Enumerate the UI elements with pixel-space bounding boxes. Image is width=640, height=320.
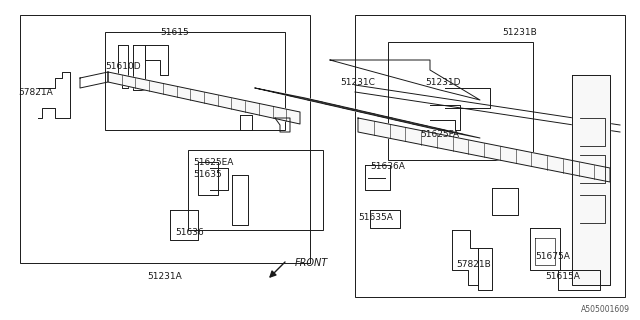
Polygon shape: [255, 88, 480, 138]
Text: 57821B: 57821B: [456, 260, 491, 269]
Bar: [388, 42, 533, 160]
Text: 51231A: 51231A: [148, 272, 182, 281]
Bar: [105, 32, 285, 130]
Text: 51615: 51615: [161, 28, 189, 37]
Text: 51615A: 51615A: [545, 272, 580, 281]
Text: 51231D: 51231D: [425, 78, 461, 87]
Text: 51635: 51635: [193, 170, 221, 179]
Text: 51625EA: 51625EA: [193, 158, 234, 167]
Text: 51636: 51636: [175, 228, 204, 237]
Bar: [188, 150, 323, 230]
Bar: [20, 15, 310, 263]
Text: A505001609: A505001609: [581, 305, 630, 314]
Polygon shape: [358, 118, 610, 182]
Bar: [355, 15, 625, 297]
Text: 51635A: 51635A: [358, 213, 393, 222]
Text: 51675A: 51675A: [535, 252, 570, 261]
Text: 57821A: 57821A: [18, 88, 52, 97]
Polygon shape: [108, 72, 300, 124]
Text: 51610D: 51610D: [105, 62, 141, 71]
Text: 51231B: 51231B: [502, 28, 538, 37]
Text: 51625FA: 51625FA: [420, 130, 459, 139]
Text: 51231C: 51231C: [340, 78, 375, 87]
Text: FRONT: FRONT: [295, 258, 328, 268]
Text: 51636A: 51636A: [370, 162, 405, 171]
Polygon shape: [572, 75, 610, 285]
